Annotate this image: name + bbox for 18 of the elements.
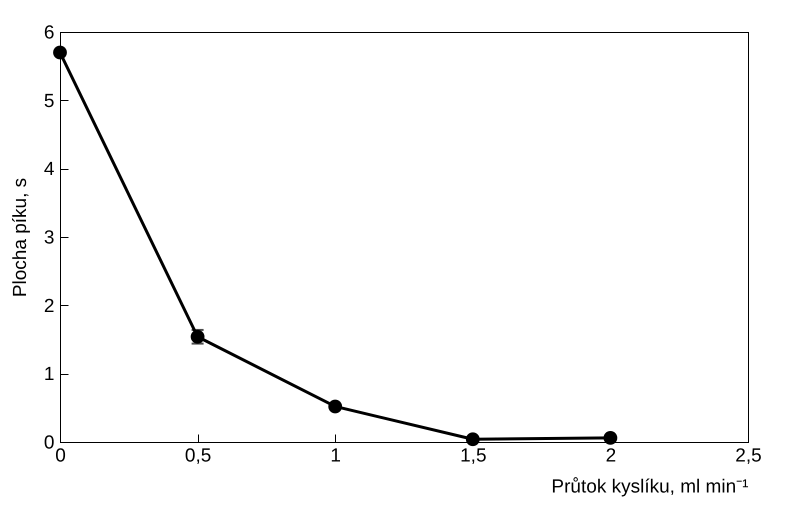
point	[53, 46, 67, 60]
y-tick-label: 4	[44, 159, 55, 180]
y-axis-title: Plocha píku, s	[10, 178, 31, 298]
x-tick-label: 1,5	[460, 446, 487, 466]
point	[604, 431, 618, 445]
x-tick-label: 2,5	[735, 446, 762, 466]
point	[328, 400, 342, 414]
y-tick-label: 3	[44, 228, 54, 248]
y-tick-label: 6	[44, 22, 54, 44]
x-tick-label: 1	[330, 446, 341, 466]
x-axis-title: Průtok kyslíku, ml min⁻¹	[551, 476, 748, 498]
x-tick-label: 2	[606, 446, 616, 466]
point	[466, 432, 480, 446]
y-tick-label: 5	[44, 90, 54, 112]
y-tick-label: 2	[44, 296, 54, 317]
y-tick-label: 1	[44, 364, 54, 386]
y-tick-label: 0	[44, 432, 54, 454]
x-tick-label: 0,5	[184, 446, 212, 466]
